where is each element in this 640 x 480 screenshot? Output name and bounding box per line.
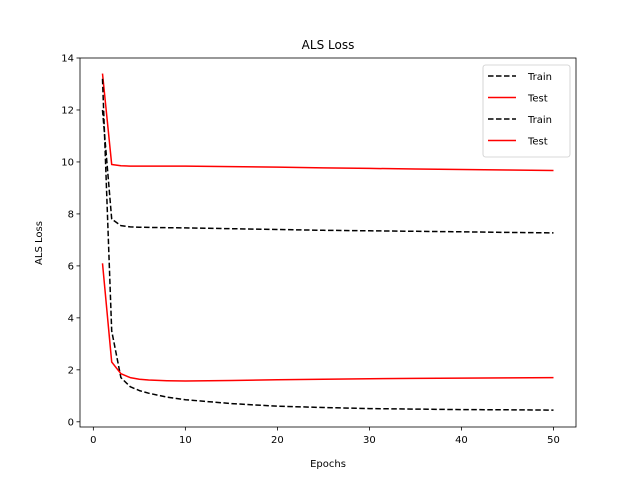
- series-line-1: [101, 109, 554, 234]
- y-tick-label: 0: [68, 417, 74, 428]
- legend-label-3: Train: [527, 115, 552, 126]
- y-tick-label: 10: [61, 157, 74, 168]
- y-tick-label: 14: [61, 54, 74, 65]
- legend-label-4: Test: [527, 137, 548, 148]
- chart-title: ALS Loss: [302, 38, 355, 52]
- x-tick-label: 20: [271, 435, 284, 446]
- y-tick-label: 12: [61, 105, 74, 116]
- y-tick-label: 8: [68, 209, 74, 220]
- y-axis-label: ALS Loss: [34, 221, 45, 265]
- legend-label-1: Train: [527, 72, 552, 83]
- x-tick-label: 30: [363, 435, 376, 446]
- y-tick-label: 6: [68, 261, 74, 272]
- series-line-2: [101, 73, 554, 172]
- series-line-3: [101, 78, 554, 411]
- x-tick-label: 0: [90, 435, 96, 446]
- x-tick-label: 50: [547, 435, 560, 446]
- x-axis-label: Epochs: [310, 459, 346, 470]
- legend-box: [482, 64, 571, 158]
- x-tick-label: 10: [179, 435, 192, 446]
- plot-area: 0 10 20 30 40 50 0 2 4 6 8 10 12 14 Train Test Train Test: [61, 54, 577, 446]
- y-tick-label: 4: [68, 313, 74, 324]
- axes-frame: [79, 57, 577, 428]
- legend-label-2: Test: [527, 94, 548, 105]
- series-line-4: [101, 263, 554, 382]
- x-tick-label: 40: [455, 435, 468, 446]
- y-tick-label: 2: [68, 365, 74, 376]
